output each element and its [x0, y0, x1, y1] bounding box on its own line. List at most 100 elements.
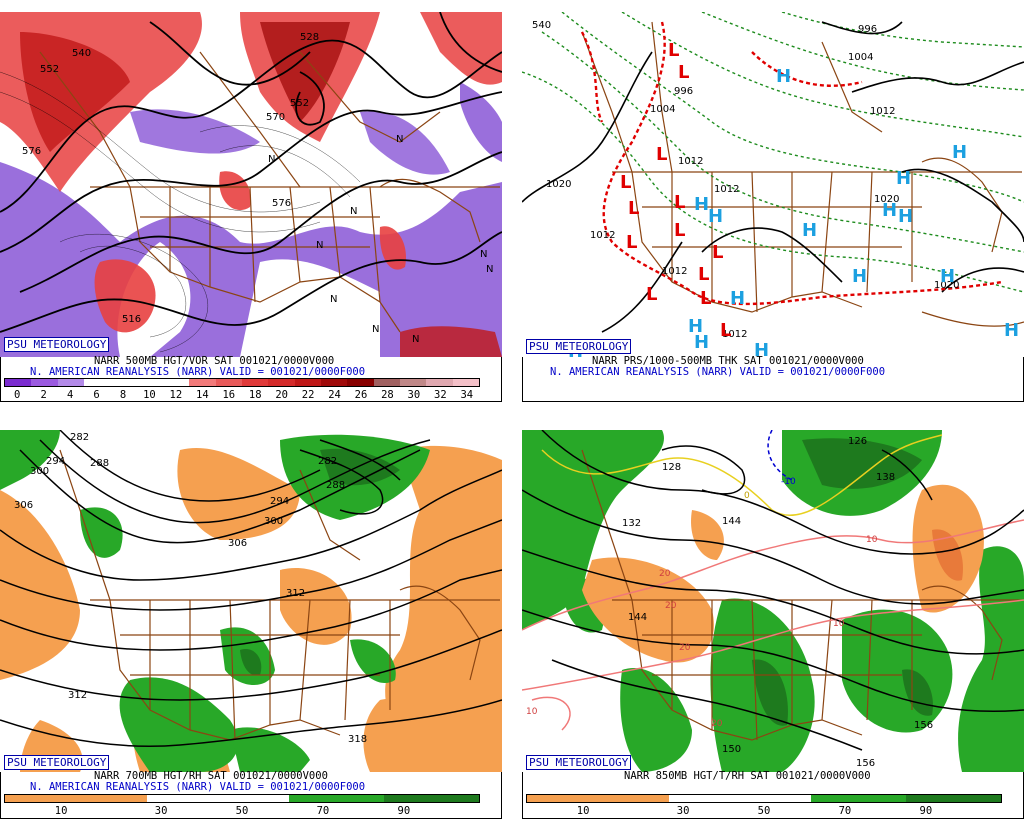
colorbar-swatch	[527, 795, 670, 802]
vorticity-contours	[0, 71, 361, 353]
pressure-isobars	[522, 21, 1024, 333]
colorbar	[4, 378, 480, 387]
high-pressure-symbol: H	[802, 220, 817, 241]
high-pressure-symbol: H	[754, 340, 769, 357]
low-pressure-symbol: L	[674, 192, 685, 213]
colorbar-tick-label: 90	[397, 805, 411, 817]
high-pressure-symbol: H	[896, 168, 911, 189]
moist-region	[80, 507, 123, 558]
contour-label: 132	[622, 518, 641, 529]
political-borders	[59, 449, 500, 741]
credit-label: PSU METEOROLOGY	[4, 337, 110, 352]
political-borders	[581, 21, 1024, 327]
colorbar-tick-label: 30	[407, 389, 421, 401]
credit-label: PSU METEOROLOGY	[526, 339, 632, 354]
negative-vorticity-label: N	[396, 134, 403, 145]
contour-label: 1012	[714, 184, 739, 195]
colorbar-tick-label: 50	[757, 805, 771, 817]
dry-region	[932, 529, 963, 581]
map-subtitle: N. AMERICAN REANALYSIS (NARR) VALID = 00…	[550, 366, 886, 378]
low-pressure-symbol: L	[628, 198, 639, 219]
low-pressure-symbol: L	[700, 288, 711, 309]
high-pressure-symbol: H	[776, 66, 791, 87]
negative-vorticity-label: N	[330, 294, 337, 305]
map-title: NARR 850MB HGT/T/RH SAT 001021/0000V000	[624, 770, 871, 782]
map-500mb: 552 540 528 552 576 576 570 516 N N N N …	[0, 12, 502, 357]
colorbar-swatch	[241, 379, 269, 386]
contour-label: 1012	[870, 106, 895, 117]
dry-region	[177, 448, 300, 540]
contour-label: 540	[72, 48, 91, 59]
positive-vorticity-region	[94, 259, 156, 333]
contour-label: 516	[122, 314, 141, 325]
colorbar-tick-label: 16	[222, 389, 236, 401]
high-pressure-symbol: H	[730, 288, 745, 309]
colorbar-tick-label: 22	[301, 389, 315, 401]
contour-label: 996	[674, 86, 693, 97]
negative-vorticity-region	[360, 111, 450, 175]
colorbar-ticks: 0 2 4 6 8 10 12 14 16 18 20 22 24 26 28 30 32 34	[4, 389, 480, 401]
contour-label: 312	[68, 690, 87, 701]
colorbar	[526, 794, 1002, 803]
panel-sfc-pressure-thickness: 540 996 1004 1004 1012 1012 1012 1020 10…	[522, 12, 1024, 402]
temperature-label: 20	[711, 719, 723, 729]
contour-label: 576	[22, 146, 41, 157]
high-pressure-symbol: H	[940, 266, 955, 287]
high-pressure-symbol: H	[882, 200, 897, 221]
contour-label: 312	[286, 588, 305, 599]
contour-label: 576	[272, 198, 291, 209]
map-subtitle: N. AMERICAN REANALYSIS (NARR) VALID = 00…	[30, 366, 366, 378]
negative-vorticity-region	[460, 82, 502, 162]
panel-500mb-hgt-vor: 552 540 528 552 576 576 570 516 N N N N …	[0, 12, 502, 402]
dry-region	[385, 445, 502, 772]
negative-vorticity-label: N	[350, 206, 357, 217]
colorbar-swatch	[215, 379, 242, 386]
map-title: NARR 700MB HGT/RH SAT 001021/0000V000	[94, 770, 328, 782]
colorbar-swatch	[347, 379, 374, 386]
colorbar-swatch	[669, 795, 812, 802]
high-pressure-symbol: H	[694, 194, 709, 215]
contour-label: 150	[722, 744, 741, 755]
contour-label: 282	[318, 456, 337, 467]
political-borders	[39, 51, 500, 333]
contour-label: 128	[662, 462, 681, 473]
low-pressure-symbol: L	[712, 242, 723, 263]
negative-vorticity-region	[130, 109, 260, 154]
temperature-label: 0	[744, 491, 750, 501]
map-title: NARR 500MB HGT/VOR SAT 001021/0000V000	[94, 355, 335, 367]
contour-label: 552	[40, 64, 59, 75]
colorbar-swatch	[110, 379, 137, 386]
colorbar-tick-label: 50	[235, 805, 249, 817]
colorbar-ticks: 10 30 50 70 90	[526, 805, 1002, 817]
contour-label: 1020	[934, 280, 959, 291]
contour-label: 300	[30, 466, 49, 477]
colorbar-tick-label: 0	[14, 389, 21, 401]
colorbar-tick-label: 10	[576, 805, 590, 817]
temperature-label: 20	[659, 569, 671, 579]
temperature-label: 10	[526, 707, 538, 717]
colorbar-swatch	[320, 379, 348, 386]
colorbar-swatch	[426, 379, 453, 386]
colorbar-tick-label: 6	[93, 389, 100, 401]
colorbar-tick-label: 18	[248, 389, 262, 401]
colorbar-tick-label: 30	[676, 805, 690, 817]
negative-vorticity-label: N	[268, 154, 275, 165]
height-contours	[0, 430, 502, 747]
high-pressure-symbol: H	[852, 266, 867, 287]
high-pressure-symbol: H	[952, 142, 967, 163]
colorbar-tick-label: 20	[275, 389, 288, 401]
colorbar-swatch	[5, 379, 32, 386]
temperature-label: 20	[665, 601, 677, 611]
contour-label: 1012	[678, 156, 703, 167]
colorbar-swatch	[289, 795, 385, 802]
moist-region	[802, 438, 922, 489]
high-pressure-symbol: H	[694, 332, 709, 353]
negative-vorticity-label: N	[412, 334, 419, 345]
contour-label: 1012	[590, 230, 615, 241]
map-title: NARR PRS/1000-500MB THK SAT 001021/0000V…	[592, 355, 864, 367]
height-contours	[522, 430, 1024, 751]
colorbar-tick-label: 14	[196, 389, 209, 401]
contour-label: 318	[348, 734, 367, 745]
dry-region	[582, 557, 714, 663]
contour-label: 1012	[662, 266, 687, 277]
